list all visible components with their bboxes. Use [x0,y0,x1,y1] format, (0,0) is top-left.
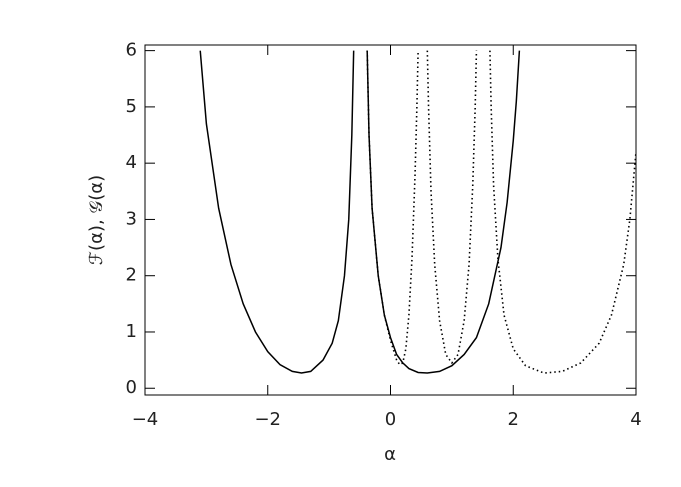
x-tick-label: −2 [254,409,281,430]
y-tick-label: 4 [126,152,137,173]
x-tick-label: −4 [132,409,159,430]
series-line [366,50,636,374]
y-tick-label: 6 [126,40,137,61]
y-tick-label: 2 [126,265,137,286]
x-tick-label: 0 [385,409,396,430]
x-axis-label: α [384,444,396,465]
x-tick-label: 4 [630,409,641,430]
x-tick-label: 2 [508,409,519,430]
y-tick-label: 3 [126,208,137,229]
y-axis-label: ℱ(α), 𝒢(α) [86,175,107,265]
y-tick-label: 5 [126,96,137,117]
y-tick-label: 0 [126,377,137,398]
y-tick-label: 1 [126,321,137,342]
